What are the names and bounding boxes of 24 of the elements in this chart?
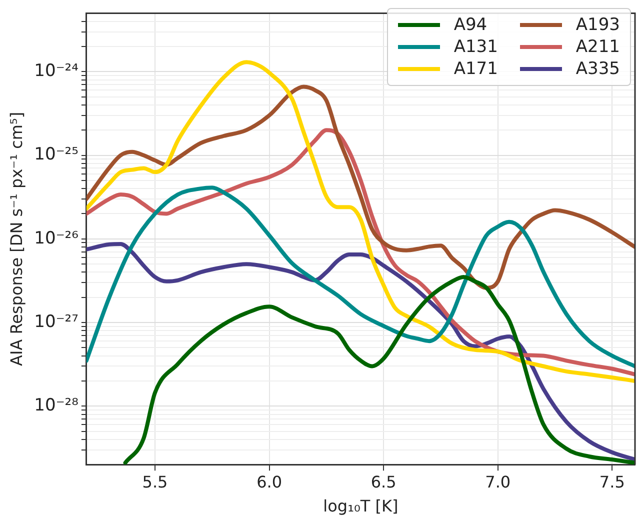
x-tick-label: 7.5 bbox=[599, 472, 625, 492]
legend-label: A335 bbox=[576, 59, 620, 79]
x-tick-label: 5.5 bbox=[142, 472, 168, 492]
y-tick-label: 10⁻²⁸ bbox=[34, 396, 79, 416]
x-axis-title: log₁₀T [K] bbox=[323, 496, 398, 516]
line-series bbox=[86, 60, 635, 383]
legend-label: A171 bbox=[454, 59, 498, 79]
y-tick-label: 10⁻²⁷ bbox=[34, 312, 79, 332]
y-tick-label: 10⁻²⁵ bbox=[34, 144, 78, 165]
line-series bbox=[123, 275, 635, 465]
x-tick-label: 6.0 bbox=[256, 472, 282, 492]
y-tick-label: 10⁻²⁶ bbox=[34, 228, 79, 248]
line-series bbox=[86, 128, 635, 376]
x-tick-label: 6.5 bbox=[370, 472, 396, 492]
legend-label: A211 bbox=[576, 37, 620, 57]
legend-label: A193 bbox=[576, 15, 620, 35]
line-series bbox=[86, 186, 635, 368]
line-series bbox=[86, 242, 635, 462]
y-tick-label: 10⁻²⁴ bbox=[34, 61, 79, 82]
legend-label: A131 bbox=[454, 37, 498, 57]
line-series bbox=[86, 84, 635, 290]
x-tick-label: 7.0 bbox=[485, 472, 511, 492]
legend-label: A94 bbox=[454, 15, 488, 35]
y-axis-title: AIA Response [DN s⁻¹ px⁻¹ cm⁵] bbox=[6, 112, 26, 366]
